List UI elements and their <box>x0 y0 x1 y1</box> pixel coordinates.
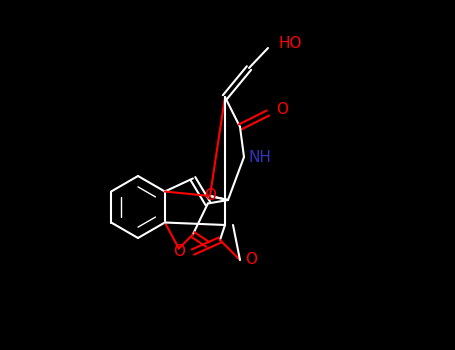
Text: O: O <box>276 103 288 118</box>
Text: O: O <box>204 189 216 203</box>
Text: HO: HO <box>278 35 302 50</box>
Text: NH: NH <box>249 149 272 164</box>
Text: O: O <box>245 252 257 267</box>
Text: O: O <box>173 245 185 259</box>
